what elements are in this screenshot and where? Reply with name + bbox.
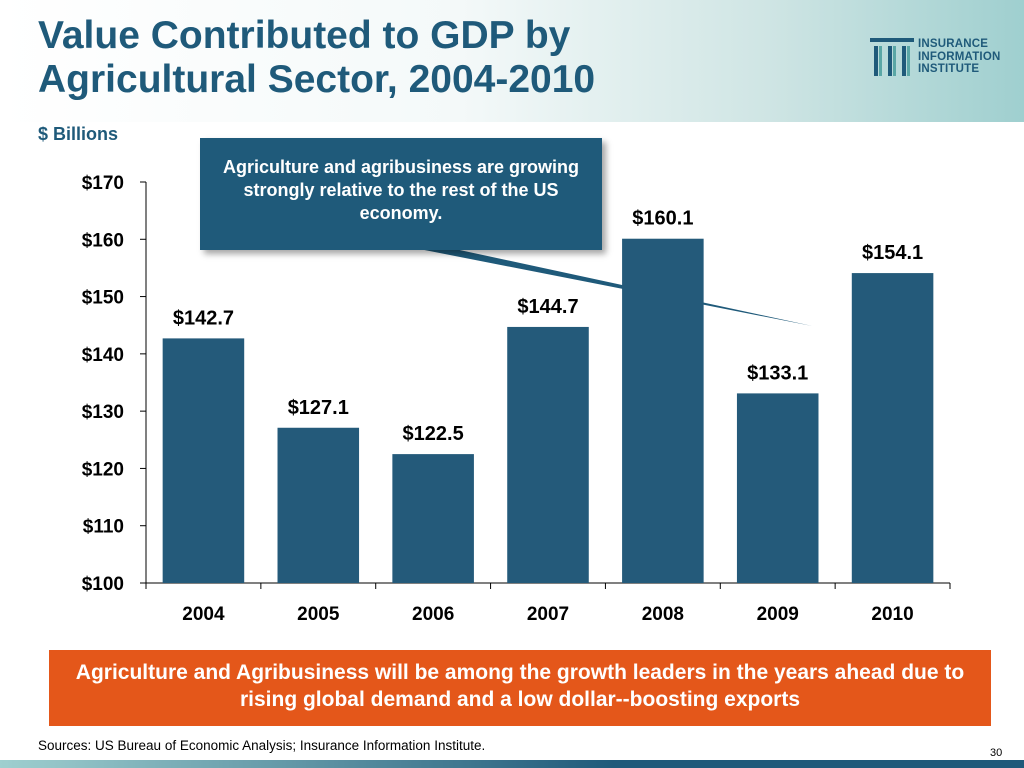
conclusion-banner: Agriculture and Agribusiness will be amo… bbox=[49, 650, 991, 726]
y-tick-label: $100 bbox=[82, 574, 124, 595]
bar-2005 bbox=[277, 427, 360, 583]
bar-2007 bbox=[507, 326, 589, 583]
bar-2010 bbox=[851, 273, 934, 583]
logo-line-2: INFORMATION bbox=[918, 50, 1001, 63]
y-tick-label: $160 bbox=[82, 230, 124, 251]
bar-2008 bbox=[622, 238, 704, 583]
y-tick-label: $130 bbox=[82, 402, 124, 423]
x-tick-label: 2008 bbox=[642, 604, 684, 625]
y-tick-label: $170 bbox=[82, 173, 124, 194]
x-tick-label: 2009 bbox=[757, 604, 799, 625]
data-label: $122.5 bbox=[403, 423, 464, 445]
callout-box: Agriculture and agribusiness are growing… bbox=[200, 138, 602, 250]
slide-title: Value Contributed to GDP by Agricultural… bbox=[38, 14, 596, 101]
x-tick-label: 2005 bbox=[297, 604, 340, 625]
iii-logo-icon bbox=[870, 38, 914, 76]
data-label: $127.1 bbox=[288, 397, 349, 419]
logo-line-1: INSURANCE bbox=[918, 38, 989, 50]
bar-2004 bbox=[162, 338, 245, 583]
logo-text: INSURANCE INFORMATION INSTITUTE bbox=[918, 38, 1000, 76]
x-tick-label: 2007 bbox=[527, 604, 569, 625]
y-tick-label: $150 bbox=[82, 288, 124, 309]
unit-label: $ Billions bbox=[38, 124, 119, 144]
y-tick-label: $110 bbox=[83, 517, 124, 538]
header-band bbox=[0, 0, 1024, 122]
data-label: $133.1 bbox=[747, 362, 808, 384]
data-label: $142.7 bbox=[173, 307, 234, 329]
y-tick-label: $120 bbox=[82, 459, 124, 480]
data-label: $160.1 bbox=[632, 208, 693, 230]
data-label: $154.1 bbox=[862, 242, 923, 264]
footer-band bbox=[0, 760, 1024, 768]
data-label: $144.7 bbox=[517, 296, 578, 318]
x-tick-label: 2006 bbox=[412, 604, 454, 625]
bar-2009 bbox=[736, 393, 819, 583]
page-number: 30 bbox=[990, 747, 1003, 759]
x-tick-label: 2004 bbox=[182, 604, 225, 625]
logo-line-3: INSTITUTE bbox=[918, 63, 980, 75]
y-tick-label: $140 bbox=[82, 345, 124, 366]
bar-2006 bbox=[392, 454, 474, 583]
sources-note: Sources: US Bureau of Economic Analysis;… bbox=[38, 738, 486, 753]
x-tick-label: 2010 bbox=[871, 604, 913, 625]
